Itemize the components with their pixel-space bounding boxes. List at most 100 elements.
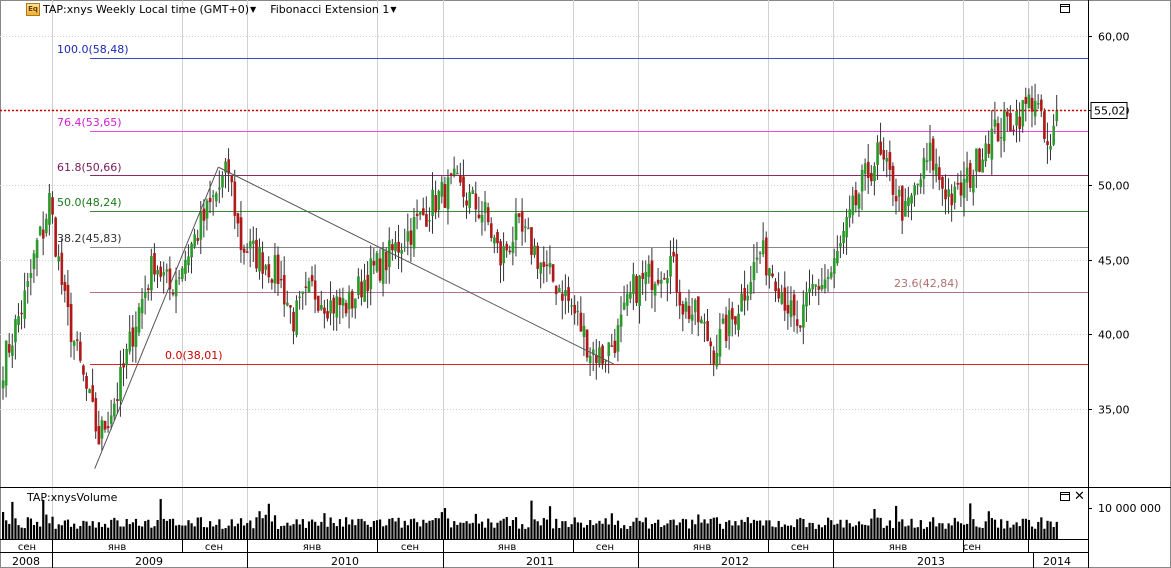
symbol-title[interactable]: TAP:xnys Weekly Local time (GMT+0) ▼ — [43, 3, 256, 16]
candle-up — [746, 295, 750, 301]
volume-bar — [20, 527, 23, 539]
equity-icon[interactable]: Eq — [26, 3, 40, 16]
volume-bar — [116, 520, 119, 539]
volume-bar — [496, 522, 499, 539]
candle-up — [965, 167, 969, 183]
volume-bar — [63, 520, 66, 539]
candle-up — [357, 276, 360, 296]
volume-bar — [477, 523, 481, 539]
volume-bar — [344, 517, 348, 539]
volume-bar — [273, 515, 277, 539]
volume-bar — [511, 520, 515, 539]
volume-bar — [623, 525, 626, 539]
volume-bar — [598, 520, 601, 539]
volume-bar — [793, 527, 796, 539]
candle-down — [712, 350, 716, 364]
candle-up — [607, 342, 611, 357]
volume-bar — [780, 526, 783, 539]
candle-down — [675, 253, 679, 293]
volume-bar — [335, 526, 338, 539]
maximize-volume-panel-button[interactable] — [1060, 492, 1070, 501]
candle-down — [663, 278, 666, 280]
candle-down — [656, 279, 660, 284]
volume-bar — [830, 520, 833, 539]
volume-bar — [629, 526, 632, 539]
volume-bar — [264, 514, 267, 539]
candle-up — [248, 241, 252, 249]
volume-bar — [620, 528, 623, 539]
candle-up — [993, 119, 997, 127]
maximize-price-panel-button[interactable] — [1060, 4, 1070, 13]
close-volume-panel-icon[interactable]: ✕ — [1074, 489, 1085, 504]
volume-bar — [175, 525, 178, 539]
volume-bar — [42, 499, 45, 539]
volume-bar — [524, 528, 527, 539]
candle-up — [962, 178, 966, 198]
candle-up — [363, 279, 366, 302]
candle-down — [372, 261, 376, 266]
volume-bar — [215, 524, 218, 539]
volume-bar — [799, 517, 802, 539]
volume-bar — [239, 518, 243, 539]
candle-up — [972, 176, 975, 193]
candle-down — [239, 217, 243, 250]
volume-bar — [777, 520, 780, 539]
volume-bar — [972, 519, 975, 539]
volume-bar — [88, 525, 91, 539]
candle-up — [1052, 125, 1055, 145]
candle-up — [72, 341, 76, 346]
volume-bar — [969, 503, 972, 539]
candle-down — [425, 214, 428, 227]
candle-down — [279, 278, 283, 281]
candle-down — [520, 210, 524, 232]
volume-bar — [141, 526, 144, 539]
candle-down — [338, 297, 342, 306]
candle-down — [867, 161, 870, 178]
candle-up — [789, 300, 793, 318]
candle-down — [255, 239, 258, 269]
dropdown-caret-icon: ▼ — [390, 5, 397, 14]
candle-down — [585, 329, 589, 358]
candle-up — [137, 307, 141, 333]
candle-up — [768, 268, 771, 276]
candle-down — [313, 280, 317, 300]
candle-up — [156, 269, 159, 275]
month-label: сен — [596, 542, 614, 553]
volume-bar — [110, 519, 113, 539]
volume-bar — [567, 527, 570, 539]
candle-up — [286, 302, 289, 306]
volume-bar — [378, 519, 382, 539]
candle-down — [530, 227, 533, 255]
candle-up — [588, 355, 592, 364]
indicator-title[interactable]: Fibonacci Extension 1 ▼ — [270, 3, 396, 16]
candle-up — [644, 272, 648, 285]
volume-bar — [783, 524, 786, 539]
candle-up — [193, 234, 196, 247]
candle-up — [184, 259, 187, 274]
volume-bar — [372, 520, 375, 539]
candle-down — [613, 340, 617, 353]
volume-bar — [1006, 520, 1009, 539]
candle-up — [394, 242, 397, 252]
volume-bar — [1037, 521, 1040, 539]
volume-bar — [925, 527, 929, 539]
volume-bar — [236, 523, 240, 539]
volume-bar — [610, 513, 613, 539]
candle-down — [786, 304, 790, 314]
volume-bar — [827, 517, 830, 539]
candle-up — [752, 262, 756, 281]
candle-up — [761, 240, 765, 255]
volume-bar — [981, 527, 984, 539]
volume-bar — [317, 525, 320, 539]
month-label: сен — [205, 542, 223, 553]
month-label: янв — [693, 542, 712, 553]
candle-up — [826, 277, 830, 279]
candle-up — [221, 175, 224, 188]
candle-up — [113, 403, 116, 417]
volume-bar — [740, 519, 743, 539]
y-tick-label: 45,00 — [1098, 255, 1130, 268]
candle-down — [474, 193, 478, 210]
candle-up — [700, 319, 703, 324]
